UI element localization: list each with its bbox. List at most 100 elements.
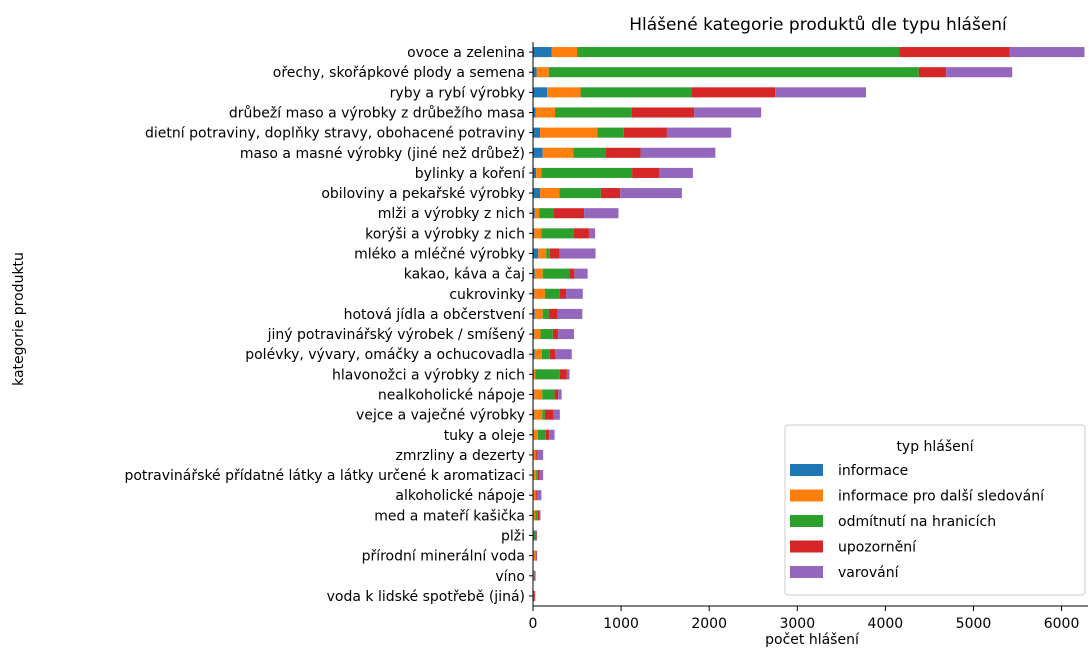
bar-segment bbox=[533, 550, 536, 561]
legend-label: varování bbox=[838, 565, 900, 581]
bar-segment bbox=[533, 268, 535, 279]
bar-segment bbox=[899, 47, 1010, 58]
legend-swatch bbox=[790, 540, 823, 553]
bar-segment bbox=[536, 530, 538, 541]
bar-segment bbox=[534, 409, 543, 420]
legend-label: upozornění bbox=[838, 540, 917, 556]
bar-segment bbox=[533, 87, 548, 98]
y-tick-label: cukrovinky bbox=[449, 287, 525, 303]
bar-segment bbox=[573, 228, 589, 239]
bar-segment bbox=[544, 409, 554, 420]
y-tick-label: víno bbox=[495, 569, 525, 585]
bar-segment bbox=[533, 590, 535, 601]
y-axis-label: kategorie produktu bbox=[11, 252, 27, 386]
bar-segment bbox=[533, 470, 537, 481]
bar-segment bbox=[535, 550, 537, 561]
bar-segment bbox=[600, 188, 621, 199]
bar-segment bbox=[536, 67, 549, 78]
bar-segment bbox=[558, 329, 574, 340]
bar-segment bbox=[533, 389, 535, 400]
bar-segment bbox=[542, 409, 545, 420]
legend: typ hlášení informace informace pro další… bbox=[784, 424, 1086, 596]
legend-title: typ hlášení bbox=[896, 439, 974, 455]
y-tick-label: vejce a vaječné výrobky bbox=[356, 408, 525, 424]
y-tick-label: plži bbox=[501, 529, 525, 545]
bar-segment bbox=[541, 349, 550, 360]
bar-segment bbox=[631, 107, 695, 118]
bar-segment bbox=[554, 389, 559, 400]
bar-segment bbox=[555, 349, 572, 360]
bar-segment bbox=[541, 167, 633, 178]
bar-segment bbox=[539, 208, 554, 219]
legend-label: informace bbox=[838, 463, 908, 479]
x-tick-label: 0 bbox=[529, 616, 538, 632]
bar-segment bbox=[623, 127, 667, 138]
bar-segment bbox=[533, 248, 539, 259]
y-tick-label: ryby a rybí výrobky bbox=[390, 85, 525, 101]
bar-segment bbox=[536, 490, 537, 501]
bar-segment bbox=[537, 429, 546, 440]
bar-segment bbox=[542, 389, 555, 400]
bar-segment bbox=[553, 409, 560, 420]
bar-segment bbox=[533, 127, 541, 138]
legend-swatch bbox=[790, 464, 823, 476]
bar-segment bbox=[694, 107, 762, 118]
y-tick-label: alkoholické nápoje bbox=[395, 488, 525, 504]
chart-title: Hlášené kategorie produktů dle typu hláš… bbox=[629, 15, 1008, 35]
x-tick-label: 2000 bbox=[691, 616, 727, 632]
bar-segment bbox=[535, 449, 537, 460]
bar-segment bbox=[557, 308, 583, 319]
bar-segment bbox=[1009, 47, 1085, 58]
bar-segment bbox=[534, 308, 543, 319]
y-tick-label: polévky, vývary, omáčky a ochucovadla bbox=[245, 347, 525, 363]
y-tick-label: voda k lidské spotřebě (jiná) bbox=[327, 589, 525, 605]
y-tick-label: drůbeží maso a výrobky z drůbežího masa bbox=[229, 106, 525, 122]
y-tick-label: mléko a mléčné výrobky bbox=[354, 247, 525, 263]
legend-entries: informace informace pro další sledování od… bbox=[790, 463, 1045, 581]
bar-segment bbox=[533, 590, 534, 601]
y-tick-label: med a mateří kašička bbox=[374, 508, 525, 524]
bar-segment bbox=[559, 188, 601, 199]
bar-segment bbox=[537, 470, 540, 481]
bar-segment bbox=[566, 288, 583, 299]
bar-segment bbox=[536, 490, 542, 501]
bar-segment bbox=[533, 167, 537, 178]
bar-segment bbox=[533, 308, 535, 319]
bar-segment bbox=[584, 208, 619, 219]
bar-segment bbox=[533, 147, 543, 158]
bar-segment bbox=[536, 550, 538, 561]
bar-segment bbox=[588, 228, 596, 239]
bar-segment bbox=[551, 47, 578, 58]
bar-segment bbox=[534, 228, 542, 239]
bar-segment bbox=[536, 530, 537, 541]
bar-segment bbox=[632, 167, 660, 178]
bar-segment bbox=[946, 67, 1013, 78]
x-tick-label: 4000 bbox=[868, 616, 904, 632]
bar-segment bbox=[542, 268, 570, 279]
bar-segment bbox=[536, 167, 542, 178]
bar-segment bbox=[538, 248, 547, 259]
y-tick-label: ovoce a zelenina bbox=[407, 45, 525, 61]
x-tick-label: 1000 bbox=[603, 616, 639, 632]
x-tick-label: 3000 bbox=[779, 616, 815, 632]
bar-segment bbox=[534, 329, 541, 340]
y-tick-label: korýši a výrobky z nich bbox=[365, 226, 525, 242]
bar-segment bbox=[533, 429, 538, 440]
y-tick-label: dietní potraviny, doplňky stravy, obohac… bbox=[145, 126, 525, 142]
y-tick-label: obiloviny a pekařské výrobky bbox=[321, 186, 525, 202]
bar-segment bbox=[533, 490, 536, 501]
bar-segment bbox=[535, 107, 556, 118]
y-tick-label: maso a masné výrobky (jiné než drůbež) bbox=[240, 146, 525, 162]
bar-segment bbox=[539, 470, 544, 481]
bar-segment bbox=[574, 268, 588, 279]
bar-segment bbox=[659, 167, 693, 178]
legend-swatch bbox=[790, 489, 823, 502]
bar-segment bbox=[533, 67, 537, 78]
bar-segment bbox=[548, 67, 919, 78]
bar-segment bbox=[558, 389, 562, 400]
x-tick-label: 5000 bbox=[956, 616, 992, 632]
bar-segment bbox=[573, 147, 606, 158]
y-tick-label: hlavonožci a výrobky z nich bbox=[332, 367, 525, 383]
bar-segment bbox=[534, 590, 536, 601]
legend-swatch bbox=[790, 515, 823, 527]
